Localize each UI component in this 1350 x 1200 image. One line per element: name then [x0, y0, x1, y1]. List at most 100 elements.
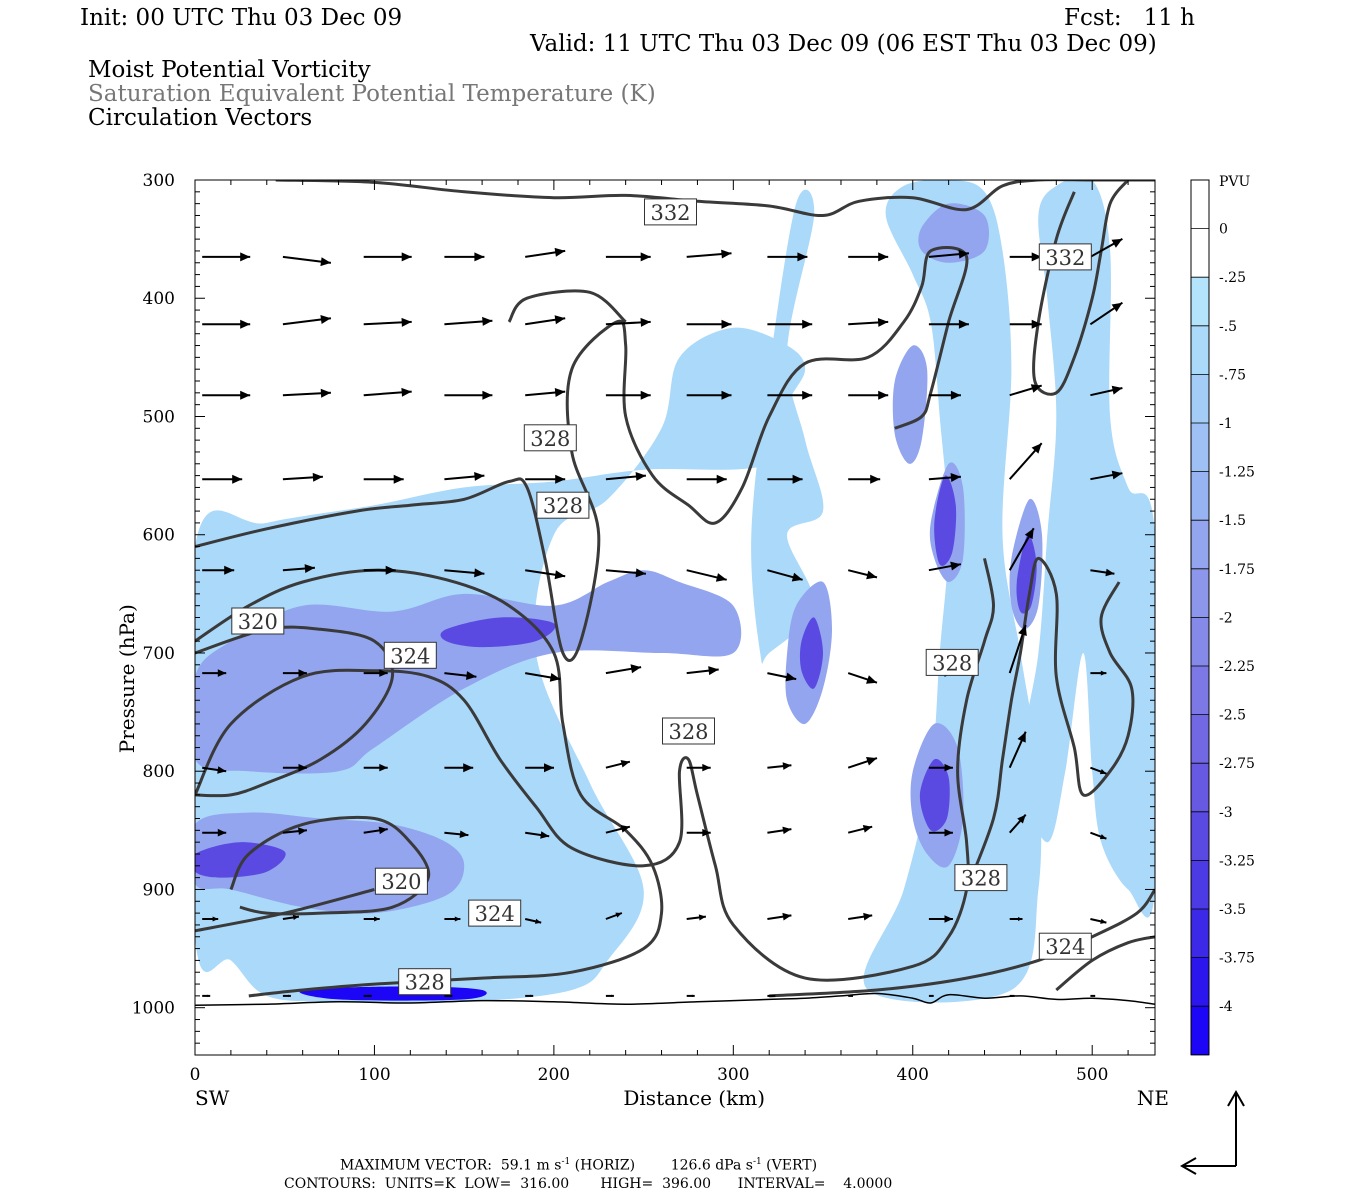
vector-arrow-0-8: [848, 252, 889, 262]
colorbar-swatch-4: [1191, 374, 1209, 424]
colorbar-swatch-6: [1191, 471, 1209, 521]
vector-arrow-5-0: [202, 669, 227, 677]
colorbar-label-0: 0: [1219, 222, 1228, 238]
colorbar-label-8: -2: [1219, 610, 1233, 626]
pv-region-15: [934, 475, 957, 566]
vector-arrow-9-4: [525, 994, 534, 998]
y-axis-label: Pressure (hPa): [115, 604, 139, 753]
vector-arrow-9-3: [444, 994, 453, 998]
vector-arrow-3-3: [444, 472, 485, 481]
vector-arrow-5-10: [1008, 624, 1027, 674]
vector-arrow-3-1: [282, 472, 323, 482]
theta-e-contour-328-3: [507, 289, 627, 324]
vector-arrow-7-0: [202, 828, 227, 837]
vector-arrow-8-5: [605, 912, 623, 920]
y-tick-label-700: 700: [143, 644, 175, 664]
ground-surface-line: [195, 992, 1155, 1007]
y-tick-label-500: 500: [143, 407, 175, 427]
vector-arrow-8-3: [444, 916, 461, 922]
contour-label-text: 328: [932, 651, 972, 675]
contour-label-328-3: 328: [536, 491, 590, 519]
theta-e-contour-328-5: [965, 556, 1135, 891]
vector-arrow-2-0: [202, 390, 251, 400]
vector-arrow-8-0: [202, 916, 219, 922]
axis-layer: 300 400 500 600 700 800 900 1000 0 100 200 300 400 50…: [115, 171, 1169, 1110]
vector-arrow-1-0: [202, 319, 251, 329]
contour-label-text: 328: [530, 427, 570, 451]
reference-horizontal-arrowhead: [1179, 1157, 1197, 1175]
contour-label-324-9: 324: [468, 899, 522, 927]
vector-arrow-3-11: [1090, 470, 1123, 481]
vector-arrow-4-6: [686, 569, 727, 582]
vector-arrow-0-9: [928, 249, 969, 259]
vector-arrow-9-11: [1090, 994, 1096, 997]
vector-arrow-9-8: [848, 994, 853, 997]
vector-arrow-8-2: [363, 916, 380, 922]
colorbar-unit: PVU: [1219, 174, 1251, 190]
vector-arrow-4-10: [1008, 527, 1035, 571]
colorbar-swatch-0: [1191, 180, 1209, 230]
pv-region-14: [799, 617, 823, 689]
vector-arrow-9-10: [1009, 994, 1015, 997]
vector-arrow-7-3: [444, 830, 469, 838]
vector-arrow-7-8: [847, 825, 873, 834]
vector-arrow-1-7: [767, 319, 813, 329]
colorbar-swatch-10: [1191, 666, 1209, 716]
colorbar-label-16: -4: [1219, 999, 1233, 1015]
vector-arrow-4-3: [444, 568, 485, 578]
colorbar-label-5: -1.25: [1219, 465, 1255, 481]
vector-arrow-5-8: [847, 672, 878, 684]
vector-arrow-3-4: [525, 474, 566, 484]
vector-arrow-4-4: [525, 569, 566, 580]
vector-arrow-9-6: [686, 994, 695, 998]
vector-arrow-6-3: [444, 763, 474, 773]
vector-arrow-0-7: [767, 252, 808, 262]
vector-arrow-7-1: [282, 827, 307, 835]
vector-arrow-6-10: [1008, 731, 1027, 769]
colorbar-label-6: -1.5: [1219, 513, 1246, 529]
contour-label-text: 328: [543, 494, 583, 518]
vector-arrow-1-9: [928, 319, 969, 329]
vector-arrow-1-2: [363, 317, 412, 327]
vector-arrow-5-2: [363, 669, 388, 677]
theta-e-contour-332-0: [275, 180, 1155, 218]
vector-arrow-1-10: [1009, 319, 1042, 329]
valid-time: Valid: 11 UTC Thu 03 Dec 09 (06 EST Thu …: [530, 31, 1157, 57]
field-title-theta-e: Saturation Equivalent Potential Temperat…: [88, 81, 656, 107]
colorbar-swatch-16: [1191, 957, 1209, 1007]
vector-arrow-1-8: [848, 318, 889, 327]
vector-arrow-7-11: [1090, 831, 1107, 840]
colorbar-label-9: -2.25: [1219, 659, 1255, 675]
pv-shading-layer: [195, 180, 1155, 1003]
vector-arrow-0-1: [282, 255, 332, 267]
vector-arrow-3-9: [928, 473, 961, 482]
colorbar-label-15: -3.75: [1219, 951, 1255, 967]
contour-label-320-4: 320: [231, 607, 285, 635]
theta-e-contour-332-1: [1032, 180, 1130, 396]
vector-arrow-2-8: [848, 390, 889, 400]
vector-arrow-2-7: [767, 390, 813, 400]
y-tick-label-1000: 1000: [132, 999, 175, 1019]
vector-arrow-7-10: [1008, 814, 1027, 834]
vector-arrow-7-6: [686, 828, 711, 837]
y-tick-label-400: 400: [143, 289, 175, 309]
vector-arrow-6-0: [202, 766, 227, 774]
vector-arrow-6-9: [928, 763, 953, 772]
colorbar-swatch-2: [1191, 277, 1209, 327]
contour-label-text: 324: [390, 644, 430, 668]
vector-arrow-7-9: [928, 828, 953, 837]
vector-arrow-4-8: [847, 569, 878, 580]
vector-arrow-8-1: [282, 914, 300, 920]
vector-arrow-5-1: [282, 669, 307, 677]
vector-arrow-2-2: [363, 387, 412, 397]
contour-label-328-11: 328: [954, 864, 1008, 892]
colorbar-label-4: -1: [1219, 416, 1233, 432]
vector-arrow-8-6: [686, 914, 707, 921]
vector-arrow-6-5: [605, 760, 631, 769]
vector-arrow-0-10: [1009, 252, 1042, 262]
contour-label-text: 328: [961, 867, 1001, 891]
colorbar-swatch-3: [1191, 325, 1209, 375]
vector-arrow-9-0: [202, 994, 211, 998]
vector-arrow-7-7: [767, 826, 792, 835]
